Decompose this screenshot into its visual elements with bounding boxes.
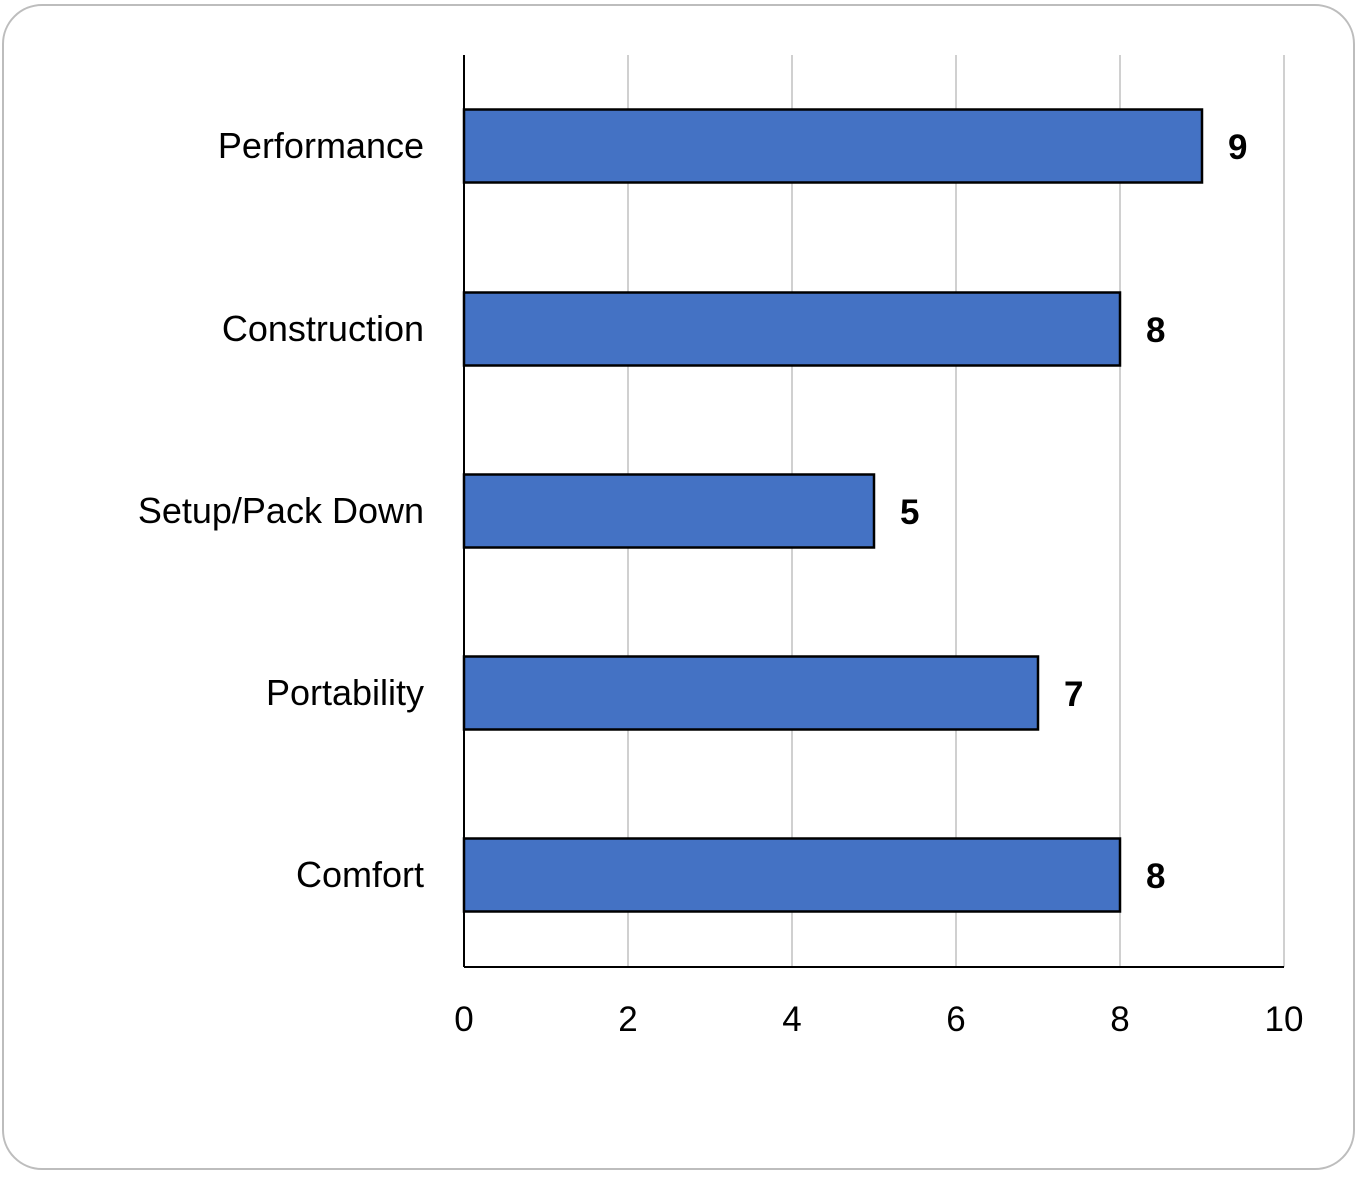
category-label: Portability [266, 672, 424, 713]
data-label: 5 [900, 493, 919, 532]
category-label: Setup/Pack Down [138, 490, 424, 531]
data-label: 8 [1146, 311, 1165, 350]
data-label: 9 [1228, 128, 1247, 167]
category-label: Performance [218, 125, 424, 166]
x-tick-label: 6 [946, 1000, 965, 1039]
x-tick-label: 8 [1110, 1000, 1129, 1039]
bar-setup-pack-down [462, 473, 876, 549]
data-label: 8 [1146, 857, 1165, 896]
category-label: Comfort [296, 854, 424, 895]
bars [462, 108, 1204, 913]
x-tick-label: 4 [782, 1000, 801, 1039]
category-label: Construction [222, 308, 424, 349]
x-tick-label: 2 [618, 1000, 637, 1039]
data-label: 7 [1064, 675, 1083, 714]
bar-construction [462, 291, 1122, 367]
x-tick-label: 10 [1265, 1000, 1304, 1039]
axes [463, 55, 1284, 968]
bar-performance [462, 108, 1204, 184]
x-tick-label: 0 [454, 1000, 473, 1039]
bar-portability [462, 655, 1040, 731]
labels: 0 2 4 6 8 10 Performance 9 Construction 8 Setup/Pa… [138, 125, 1304, 1039]
bar-comfort [462, 837, 1122, 913]
chart-frame [2, 4, 1355, 1170]
